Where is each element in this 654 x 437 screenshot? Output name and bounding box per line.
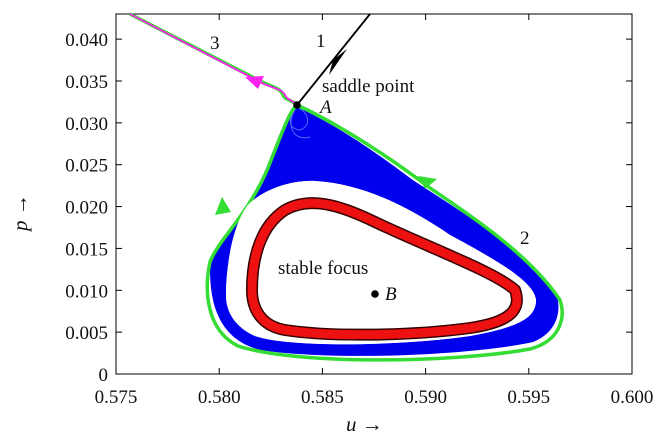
white-gap-region bbox=[226, 180, 536, 345]
x-tick-label: 0.595 bbox=[507, 387, 550, 408]
y-tick-label: 0.010 bbox=[65, 281, 108, 302]
y-tick-label: 0.040 bbox=[65, 30, 108, 51]
y-tick-label: 0.020 bbox=[65, 198, 108, 219]
arrow-black bbox=[329, 49, 347, 75]
incoming-trajectory-line bbox=[296, 13, 371, 106]
arrow-green-left bbox=[215, 197, 231, 215]
x-tick-label: 0.600 bbox=[611, 387, 654, 408]
green-separatrix bbox=[205, 103, 564, 362]
x-tick-label: 0.585 bbox=[301, 387, 344, 408]
x-tick-label: 0.575 bbox=[95, 387, 138, 408]
saddle-point-label: saddle point bbox=[322, 76, 415, 97]
x-tick-label: 0.580 bbox=[198, 387, 241, 408]
blue-trajectory-band bbox=[210, 106, 559, 356]
point-A-marker bbox=[293, 101, 301, 109]
point-B-label: B bbox=[385, 284, 397, 305]
y-tick-label: 0.030 bbox=[65, 114, 108, 135]
stable-focus-label: stable focus bbox=[278, 258, 368, 279]
arrow-magenta bbox=[245, 76, 264, 89]
trajectory-3-label: 3 bbox=[210, 33, 220, 54]
trajectory-1-label: 1 bbox=[316, 31, 326, 52]
y-tick-label: 0.015 bbox=[65, 239, 108, 260]
point-B-marker bbox=[371, 290, 379, 298]
y-tick-label: 0.035 bbox=[65, 72, 108, 93]
point-A-label: A bbox=[318, 97, 332, 118]
y-axis-title: p → bbox=[8, 194, 32, 233]
y-tick-label: 0.025 bbox=[65, 156, 108, 177]
blue-band-spiral-lines bbox=[289, 106, 311, 139]
x-axis-title: u → bbox=[346, 412, 383, 436]
x-tick-label: 0.590 bbox=[404, 387, 447, 408]
y-tick-label: 0 bbox=[99, 365, 109, 386]
arrow-green-right bbox=[418, 176, 437, 189]
red-cycle-ring bbox=[247, 198, 522, 340]
red-limit-cycle bbox=[245, 197, 523, 341]
y-tick-label: 0.005 bbox=[65, 323, 108, 344]
axis-ticks: 0.575 0.580 0.585 0.590 0.595 0.600 0 0.005 0.01… bbox=[65, 14, 653, 408]
blue-band-fill bbox=[210, 107, 559, 356]
magenta-trajectory bbox=[129, 13, 298, 106]
trajectory-2-label: 2 bbox=[520, 228, 530, 249]
